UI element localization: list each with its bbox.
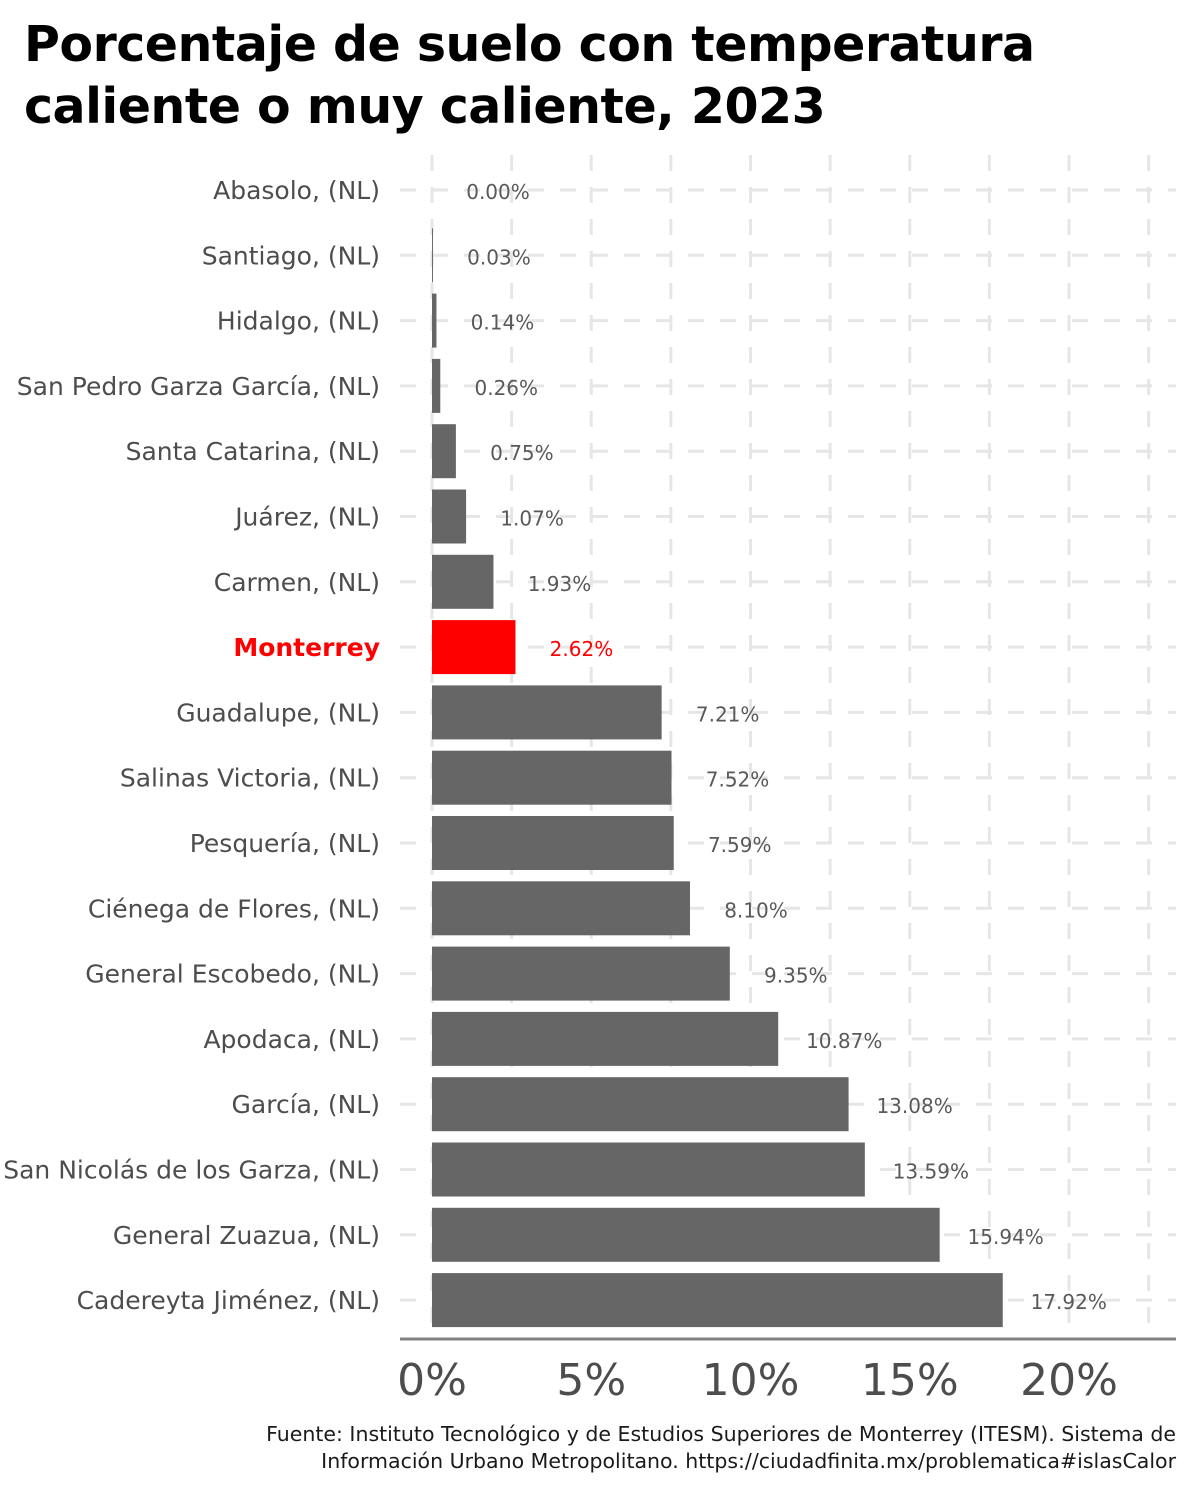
x-tick-label: 20% bbox=[1020, 1355, 1118, 1406]
value-label: 13.08% bbox=[876, 1094, 952, 1118]
value-label: 17.92% bbox=[1031, 1290, 1107, 1314]
bar-10 bbox=[432, 750, 672, 805]
category-label: Cadereyta Jiménez, (NL) bbox=[77, 1286, 380, 1315]
bar-14 bbox=[432, 1011, 779, 1066]
bar-17 bbox=[432, 1207, 940, 1262]
bar-chart: Abasolo, (NL) 0.00% Santiago, (NL) 0.03% Hid… bbox=[3, 155, 1176, 1406]
category-label: Carmen, (NL) bbox=[214, 568, 380, 597]
bar-5 bbox=[432, 424, 456, 479]
category-label: Pesquería, (NL) bbox=[190, 829, 380, 858]
value-label: 2.62% bbox=[550, 637, 614, 661]
chart-title-line-2: caliente o muy caliente, 2023 bbox=[24, 78, 826, 135]
category-label: Santiago, (NL) bbox=[202, 241, 380, 270]
x-tick-label: 15% bbox=[861, 1355, 959, 1406]
value-label: 1.07% bbox=[500, 507, 564, 531]
bar-13 bbox=[432, 946, 730, 1001]
value-label: 0.26% bbox=[475, 376, 539, 400]
value-label: 10.87% bbox=[806, 1029, 882, 1053]
x-tick-label: 0% bbox=[397, 1355, 467, 1406]
bar-15 bbox=[432, 1077, 849, 1132]
category-label: Apodaca, (NL) bbox=[203, 1025, 380, 1054]
bar-18 bbox=[432, 1273, 1003, 1328]
bar-8 bbox=[432, 620, 516, 675]
category-label: San Pedro Garza García, (NL) bbox=[17, 372, 380, 401]
value-label: 9.35% bbox=[764, 964, 828, 988]
bar-6 bbox=[432, 489, 467, 544]
source-caption: Fuente: Instituto Tecnológico y de Estud… bbox=[16, 1421, 1176, 1475]
value-label: 0.75% bbox=[490, 441, 554, 465]
value-label: 13.59% bbox=[893, 1160, 969, 1184]
chart-title: Porcentaje de suelo con temperatura cali… bbox=[24, 14, 1174, 138]
value-label: 7.52% bbox=[706, 768, 770, 792]
value-label: 15.94% bbox=[968, 1225, 1044, 1249]
bar-12 bbox=[432, 881, 690, 936]
category-label: Abasolo, (NL) bbox=[213, 176, 380, 205]
category-label: Santa Catarina, (NL) bbox=[126, 437, 380, 466]
value-label: 1.93% bbox=[528, 572, 592, 596]
bar-7 bbox=[432, 554, 494, 609]
bar-4 bbox=[432, 358, 441, 413]
category-label: Ciénega de Flores, (NL) bbox=[88, 894, 380, 923]
value-label: 8.10% bbox=[724, 898, 788, 922]
category-label: Hidalgo, (NL) bbox=[217, 307, 380, 336]
bar-9 bbox=[432, 685, 662, 740]
category-label: Guadalupe, (NL) bbox=[176, 698, 380, 727]
category-label: San Nicolás de los Garza, (NL) bbox=[3, 1156, 380, 1185]
source-caption-line-1: Fuente: Instituto Tecnológico y de Estud… bbox=[266, 1422, 1176, 1446]
x-tick-label: 10% bbox=[702, 1355, 800, 1406]
category-label: García, (NL) bbox=[232, 1090, 380, 1119]
bar-11 bbox=[432, 816, 674, 870]
chart-title-line-1: Porcentaje de suelo con temperatura bbox=[24, 16, 1035, 73]
category-label: Juárez, (NL) bbox=[233, 503, 380, 532]
value-label: 0.14% bbox=[471, 311, 535, 335]
category-label: General Escobedo, (NL) bbox=[85, 960, 380, 989]
category-label: Salinas Victoria, (NL) bbox=[120, 764, 380, 793]
bar-2 bbox=[432, 228, 433, 283]
value-label: 0.03% bbox=[467, 245, 531, 269]
bar-16 bbox=[432, 1142, 865, 1197]
value-label: 7.59% bbox=[708, 833, 772, 857]
bar-3 bbox=[432, 293, 437, 348]
source-caption-line-2: Información Urbano Metropolitano. https:… bbox=[321, 1449, 1176, 1473]
value-label: 0.00% bbox=[466, 180, 530, 204]
category-label: Monterrey bbox=[233, 633, 380, 662]
category-label: General Zuazua, (NL) bbox=[113, 1221, 380, 1250]
x-tick-label: 5% bbox=[556, 1355, 626, 1406]
value-label: 7.21% bbox=[696, 702, 760, 726]
